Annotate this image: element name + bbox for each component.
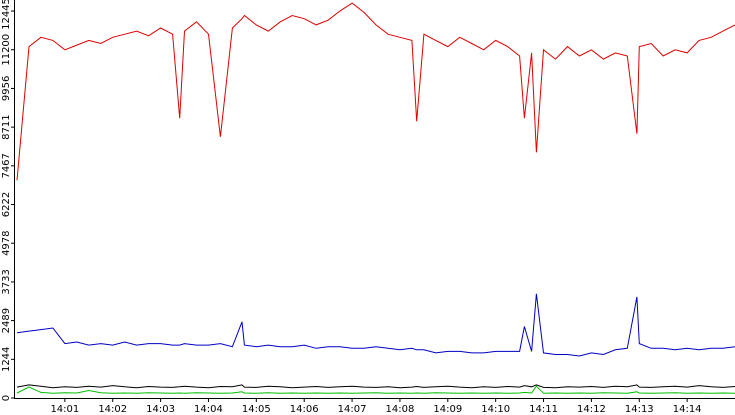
y-tick-label: 6222 xyxy=(1,192,12,217)
x-tick-label: 14:04 xyxy=(194,404,223,415)
x-tick-label: 14:08 xyxy=(386,404,415,415)
y-tick-label: 0 xyxy=(1,395,12,401)
series-line xyxy=(16,384,735,389)
y-tick-label: 3733 xyxy=(1,269,12,294)
y-tick-label: 11200 xyxy=(1,34,12,66)
x-tick-label: 14:07 xyxy=(338,404,367,415)
x-tick-label: 14:06 xyxy=(290,404,319,415)
x-tick-label: 14:02 xyxy=(98,404,127,415)
series-line xyxy=(16,385,735,394)
x-tick-label: 14:11 xyxy=(529,404,558,415)
series-line xyxy=(16,2,735,181)
x-tick-label: 14:12 xyxy=(577,404,606,415)
y-tick-label: 12445 xyxy=(1,0,12,30)
y-tick-label: 7467 xyxy=(1,153,12,178)
y-tick-label: 4978 xyxy=(1,230,12,255)
x-tick-label: 14:03 xyxy=(146,404,175,415)
x-tick-label: 14:05 xyxy=(242,404,271,415)
y-tick-label: 2489 xyxy=(1,308,12,333)
x-tick-label: 14:14 xyxy=(673,404,702,415)
x-tick-label: 14:09 xyxy=(433,404,462,415)
x-tick-label: 14:10 xyxy=(481,404,510,415)
x-tick-label: 14:13 xyxy=(625,404,654,415)
x-tick-label: 14:01 xyxy=(50,404,79,415)
series-line xyxy=(16,293,735,357)
y-tick-label: 9956 xyxy=(1,76,12,101)
y-tick-label: 8711 xyxy=(1,114,12,139)
y-tick-label: 1244 xyxy=(1,347,12,372)
